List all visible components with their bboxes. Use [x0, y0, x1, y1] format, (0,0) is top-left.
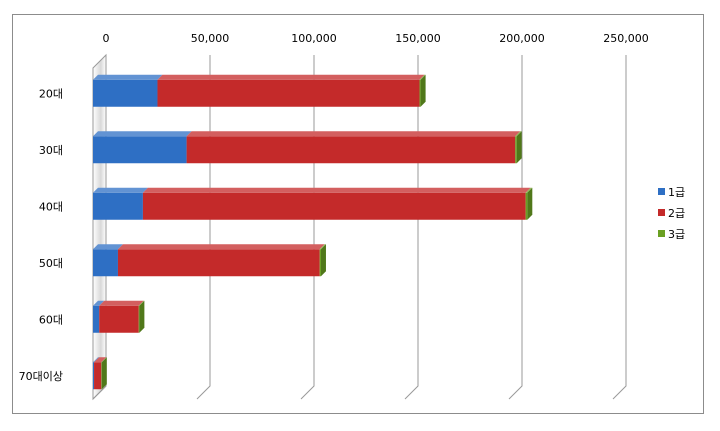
chart-frame: 0 50,000 100,000 150,000 200,000 250,000 20대 3… — [12, 14, 704, 414]
bar-segment — [419, 79, 421, 107]
x-tick-label: 150,000 — [395, 32, 441, 45]
bar-segment — [94, 362, 102, 390]
category-label: 40대 — [39, 200, 63, 213]
bar-segment-top — [93, 244, 123, 250]
x-tick-label: 50,000 — [191, 32, 230, 45]
bar-segment — [93, 136, 187, 164]
bar-segment-top — [101, 357, 107, 363]
legend-swatch — [658, 209, 665, 216]
x-tick-label: 100,000 — [291, 32, 337, 45]
x-tick-label: 250,000 — [603, 32, 649, 45]
category-label: 70대이상 — [19, 370, 63, 383]
bar-segment-top — [93, 357, 100, 363]
bar-segment — [117, 249, 320, 277]
bar-segment-top — [142, 187, 531, 193]
bar-end-cap — [516, 131, 522, 164]
bar-end-cap — [320, 244, 326, 277]
bar-segment — [93, 79, 158, 107]
bar-segment — [93, 362, 95, 390]
bar-segment-top — [93, 74, 163, 80]
category-labels: 20대 30대 40대 50대 60대 70대이상 — [19, 87, 63, 383]
bar-segment — [142, 192, 526, 220]
bar-segment-top — [138, 300, 145, 306]
bar-segment — [99, 305, 139, 333]
bar-segment-top — [419, 74, 426, 80]
bar-segment — [515, 136, 517, 164]
legend-label: 1급 — [668, 186, 685, 199]
gridline — [404, 55, 419, 400]
x-tick-label: 0 — [103, 32, 110, 45]
category-label: 60대 — [39, 313, 63, 326]
grid-lines — [92, 55, 627, 400]
bar-segment — [186, 136, 516, 164]
bar-segment-top — [186, 131, 521, 137]
legend-swatch — [658, 230, 665, 237]
bar-segment-top — [117, 244, 325, 250]
bar-segment — [93, 192, 143, 220]
gridline — [92, 55, 107, 400]
x-tick-labels: 0 50,000 100,000 150,000 200,000 250,000 — [103, 32, 649, 45]
gridline — [300, 55, 315, 400]
bar-end-cap — [139, 300, 145, 333]
bar-segment-top — [94, 357, 107, 363]
bar-segment — [525, 192, 528, 220]
gridline — [196, 55, 211, 400]
bar-segment-top — [93, 300, 105, 306]
legend-swatch — [658, 188, 665, 195]
bar-segment — [93, 305, 100, 333]
bar-segment-top — [99, 300, 144, 306]
bar-segment — [319, 249, 321, 277]
bar-segment-top — [157, 74, 425, 80]
bar-end-cap — [101, 357, 107, 390]
bar-segment — [101, 362, 102, 390]
x-tick-label: 200,000 — [499, 32, 545, 45]
bar-segment-top — [93, 187, 148, 193]
bar-chart: 0 50,000 100,000 150,000 200,000 250,000 20대 3… — [19, 32, 685, 401]
bar-segment-top — [515, 131, 522, 137]
legend-label: 2급 — [668, 207, 685, 220]
legend-label: 3급 — [668, 228, 685, 241]
bar-segment — [157, 79, 420, 107]
category-label: 30대 — [39, 144, 63, 157]
bar-end-cap — [420, 74, 426, 107]
bar-segment-top — [525, 187, 533, 193]
bars — [93, 74, 533, 390]
category-label: 20대 — [39, 87, 63, 100]
category-label: 50대 — [39, 257, 63, 270]
bar-segment-top — [93, 131, 192, 137]
legend: 1급 2급 3급 — [658, 186, 685, 241]
gridline — [612, 55, 627, 400]
bar-end-cap — [527, 187, 533, 220]
gridline — [508, 55, 523, 400]
bar-segment — [138, 305, 140, 333]
bar-segment — [93, 249, 118, 277]
bar-segment-top — [319, 244, 326, 250]
